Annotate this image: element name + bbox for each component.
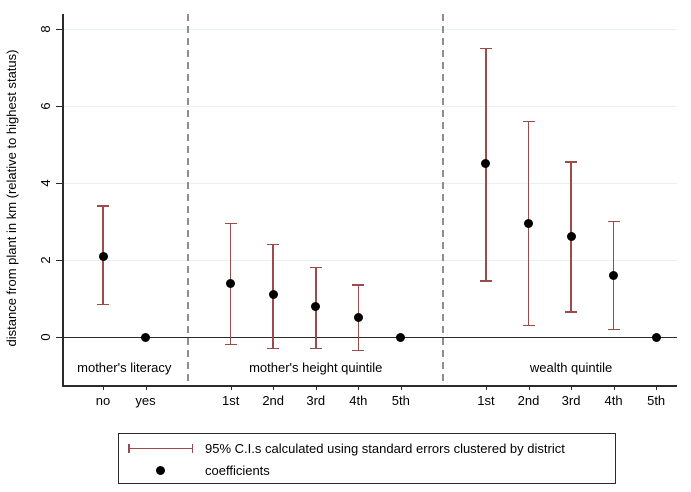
x-tick-label: 2nd [517, 393, 540, 408]
confidence-interval-cap-bottom [267, 347, 280, 350]
x-tick-label: 3rd [306, 393, 326, 408]
x-tick-label: 5th [391, 393, 410, 408]
y-axis-tick [56, 183, 62, 184]
group-separator-line [187, 14, 190, 385]
coefficient-point [268, 290, 278, 300]
x-tick-label: 1st [221, 393, 240, 408]
coefficient-point [396, 332, 406, 342]
x-axis-tick [230, 385, 232, 390]
confidence-interval-cap-bottom [309, 347, 322, 350]
y-axis-tick [56, 337, 62, 338]
x-tick-label: yes [135, 393, 156, 408]
coefficient-point [141, 332, 151, 342]
x-axis-tick [273, 385, 275, 390]
x-axis-tick [613, 385, 615, 390]
y-tick-label: 6 [38, 102, 53, 110]
y-axis-line [62, 14, 64, 385]
legend: 95% C.I.s calculated using standard erro… [118, 433, 616, 484]
x-tick-label: 4th [604, 393, 623, 408]
legend-label-ci: 95% C.I.s calculated using standard erro… [205, 440, 565, 456]
legend-label-coefficients: coefficients [205, 462, 270, 478]
group-label: mother's literacy [77, 360, 172, 375]
y-axis-title: distance from plant in km (relative to h… [4, 49, 19, 347]
x-tick-label: 4th [349, 393, 368, 408]
coefficient-point [311, 301, 321, 311]
coefficient-point [226, 278, 236, 288]
zero-reference-line [62, 337, 677, 338]
x-axis-tick [528, 385, 530, 390]
confidence-interval-cap-bottom [479, 280, 492, 282]
y-tick-label: 4 [38, 179, 53, 187]
coefficient-point [353, 313, 363, 323]
confidence-interval-cap-bottom [352, 349, 365, 352]
y-axis-tick [56, 29, 62, 30]
legend-item-coefficients: coefficients [119, 459, 615, 481]
gridline [62, 260, 677, 261]
confidence-interval-cap-bottom [224, 343, 237, 346]
x-axis-tick [103, 385, 104, 390]
coefficient-point [651, 332, 661, 342]
x-axis-tick [485, 385, 487, 390]
confidence-interval-cap-bottom [522, 324, 535, 327]
confidence-interval-cap-top [479, 47, 492, 49]
coefficient-point [524, 218, 533, 228]
x-axis-tick [656, 385, 658, 390]
y-axis-tick [56, 260, 62, 261]
gridline [62, 183, 677, 184]
y-tick-label: 2 [38, 256, 53, 264]
x-tick-label: 5th [647, 393, 666, 408]
confidence-interval-cap-bottom [607, 328, 620, 331]
coefficient-dot-icon [128, 465, 193, 475]
x-axis-tick [358, 385, 360, 390]
coefficient-point [481, 159, 491, 169]
y-axis-tick [56, 106, 62, 107]
confidence-interval-cap-bottom [97, 303, 109, 306]
confidence-interval-cap-top [352, 284, 365, 286]
x-tick-label: 1st [477, 393, 495, 408]
y-tick-label: 0 [38, 333, 53, 341]
legend-item-ci: 95% C.I.s calculated using standard erro… [119, 437, 615, 459]
confidence-interval-cap-top [522, 120, 535, 123]
x-tick-label: 2nd [262, 393, 285, 408]
confidence-interval-cap-top [607, 220, 620, 223]
confidence-interval-cap-top [309, 266, 322, 269]
x-axis-tick [145, 385, 147, 390]
confidence-interval-cap-top [224, 222, 237, 225]
coefficient-point [609, 270, 619, 280]
x-tick-label: 3rd [561, 393, 581, 408]
confidence-interval-cap-top [267, 243, 280, 246]
x-axis-tick [571, 385, 573, 390]
ci-bar-icon [128, 443, 193, 453]
gridline [62, 29, 677, 30]
coefficient-point [98, 251, 108, 261]
confidence-interval-cap-top [97, 205, 109, 207]
confidence-interval-cap-top [565, 161, 578, 163]
x-axis-line [62, 385, 677, 387]
coefficient-point [566, 232, 576, 242]
x-tick-label: no [95, 393, 111, 408]
confidence-interval-cap-bottom [565, 311, 578, 313]
group-label: mother's height quintile [249, 360, 383, 375]
x-axis-tick [315, 385, 317, 390]
gridline [62, 106, 677, 107]
x-axis-tick [400, 385, 402, 390]
y-tick-label: 8 [38, 25, 53, 33]
group-label: wealth quintile [529, 360, 613, 375]
group-separator-line [442, 14, 445, 385]
